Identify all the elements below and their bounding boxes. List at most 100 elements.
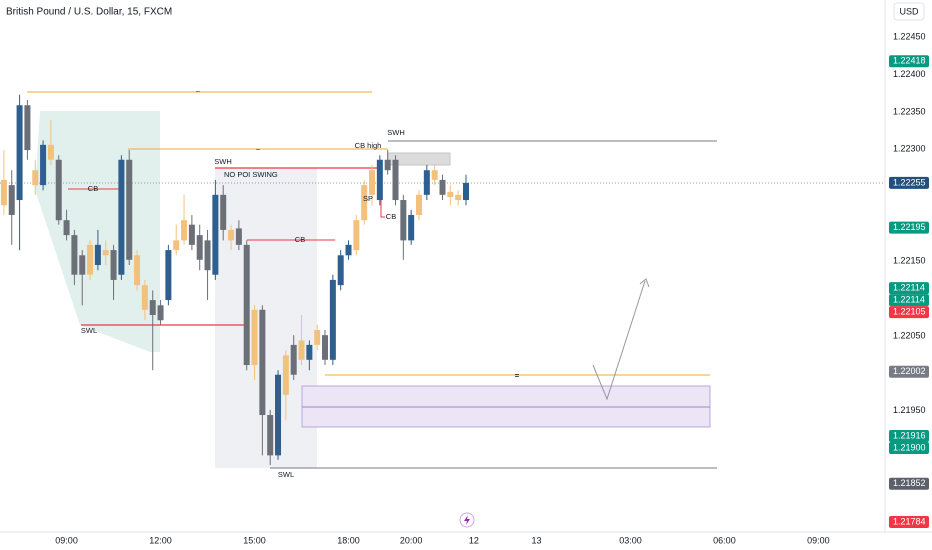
candle-body: [439, 179, 446, 195]
note: CB: [88, 184, 98, 193]
candle-body: [134, 255, 141, 286]
candle-body: [384, 159, 391, 171]
candle-body: [173, 240, 180, 251]
candle-body: [40, 144, 47, 186]
x-tick-label: 13: [531, 535, 541, 545]
price-badge: [889, 282, 929, 295]
note: =: [515, 371, 520, 380]
candle-body: [24, 105, 31, 151]
price-badge-label: 1.21852: [893, 478, 926, 488]
price-badge: [889, 516, 929, 528]
candle-body: [71, 235, 78, 275]
price-badge-label: 1.22114: [893, 283, 925, 293]
chart-title: British Pound / U.S. Dollar, 15, FXCM: [6, 7, 172, 18]
x-tick-label: 20:00: [400, 535, 423, 545]
price-badge-label: 1.21900: [893, 442, 926, 452]
note: ~: [196, 87, 201, 96]
lightning: [464, 515, 470, 525]
candle-body: [165, 250, 172, 301]
y-tick-label: 1.22400: [893, 69, 926, 79]
note: CB: [386, 212, 396, 221]
note: SP: [363, 194, 373, 203]
candle-body: [16, 105, 23, 201]
candle-body: [126, 159, 133, 260]
candle-body: [149, 300, 156, 316]
note: NO POI SWING: [224, 170, 278, 179]
candle-body: [431, 170, 438, 180]
candle-body: [243, 244, 250, 366]
candle-body: [416, 194, 423, 215]
candle-body: [55, 159, 62, 221]
price-badge-label: 1.21916: [893, 430, 926, 440]
price-badge-label: 1.22418: [893, 56, 926, 66]
x-tick-label: 06:00: [713, 535, 736, 545]
candle-body: [306, 344, 313, 360]
candle-body: [87, 244, 94, 275]
x-tick-label: 12:00: [149, 535, 172, 545]
candle-body: [275, 374, 282, 456]
candle-body: [298, 340, 305, 360]
candle-body: [408, 214, 415, 241]
candle-body: [102, 250, 109, 256]
candle-body: [361, 185, 368, 221]
price-badge-label: 1.22105: [893, 307, 926, 317]
y-tick-label: 1.21950: [893, 405, 926, 415]
drawings: [0, 91, 885, 469]
y-tick-label: 1.22050: [893, 330, 926, 340]
candle-body: [32, 170, 39, 186]
candle-body: [228, 229, 235, 241]
x-tick-label: 09:00: [55, 535, 78, 545]
y-tick-label: 1.22300: [893, 144, 926, 154]
x-tick-label: 15:00: [243, 535, 266, 545]
currency-box[interactable]: [893, 2, 925, 21]
note: CB high: [355, 141, 382, 150]
candle-body: [251, 309, 258, 366]
x-tick-label: 18:00: [337, 535, 360, 545]
note: SWL: [278, 470, 294, 479]
candle-body: [282, 355, 289, 395]
y-tick-label: 1.22350: [893, 106, 926, 116]
y-tick-label: 1.22450: [893, 32, 926, 42]
price-badge: [889, 55, 929, 68]
candle-body: [8, 185, 15, 215]
candle-body: [63, 220, 70, 236]
note: CB: [295, 235, 305, 244]
candle-body: [267, 415, 274, 456]
note: SWL: [81, 326, 97, 335]
candle-body: [141, 285, 148, 310]
projection-arrow: [592, 280, 646, 401]
price-badge: [889, 477, 929, 490]
candle-body: [369, 170, 376, 195]
candle-body: [220, 194, 227, 230]
price-badge: [889, 306, 929, 319]
x-tick-label: 03:00: [619, 535, 642, 545]
candle-body: [259, 309, 266, 416]
candle-body: [423, 170, 430, 195]
price-badge: [889, 365, 929, 378]
price-badge: [889, 176, 929, 189]
note: SWH: [214, 157, 232, 166]
x-tick-label: 12: [469, 535, 479, 545]
price-badge: [889, 429, 929, 442]
candle-body: [400, 200, 407, 241]
price-badge-label: 1.21784: [893, 516, 926, 526]
candle-body: [290, 344, 297, 375]
candle-body: [462, 182, 469, 201]
candle-body: [337, 255, 344, 286]
price-badge: [889, 221, 929, 234]
candle-body: [0, 179, 7, 206]
price-badge: [889, 294, 929, 307]
candle-body: [455, 194, 462, 201]
price-badge-label: 1.22195: [893, 222, 926, 232]
candle-body: [235, 228, 242, 245]
candle-body: [376, 159, 383, 201]
arrow-head: [639, 278, 650, 288]
candle-body: [212, 194, 219, 275]
note: SWH: [387, 128, 405, 137]
candles: [0, 94, 469, 466]
candle-body: [118, 159, 125, 275]
candle-body: [110, 250, 117, 280]
candle-body: [329, 279, 336, 360]
candle-body: [392, 159, 399, 201]
